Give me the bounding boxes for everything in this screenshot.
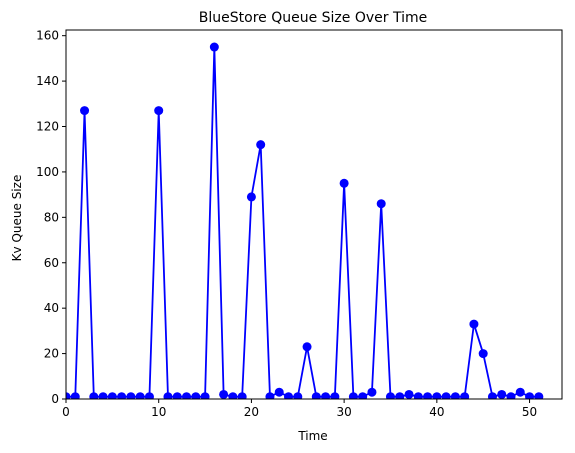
data-point	[487, 392, 497, 399]
data-point	[117, 392, 127, 399]
data-point	[237, 392, 247, 399]
data-point	[163, 392, 173, 399]
data-point	[367, 387, 377, 397]
x-tick-label: 40	[429, 405, 444, 419]
plot-frame	[65, 29, 563, 400]
data-point	[385, 392, 395, 399]
data-point	[330, 392, 340, 399]
data-point	[497, 389, 507, 399]
data-point	[200, 392, 210, 399]
data-point	[154, 106, 164, 116]
data-point	[311, 392, 321, 399]
data-point	[302, 342, 312, 352]
data-point	[506, 392, 516, 399]
data-point	[89, 392, 99, 399]
data-point	[441, 392, 451, 399]
data-point	[293, 392, 303, 399]
x-tick-label: 10	[151, 405, 166, 419]
data-point	[515, 387, 525, 397]
series-line	[66, 46, 539, 398]
y-tick-label: 40	[44, 301, 59, 315]
plot-area	[66, 42, 544, 399]
data-point	[460, 392, 470, 399]
y-axis: 0 20 40 60 80 100 120 140 160	[36, 29, 66, 406]
data-point	[246, 192, 256, 202]
y-tick-label: 140	[36, 74, 59, 88]
data-point	[219, 389, 229, 399]
data-point	[469, 319, 479, 329]
data-point	[126, 392, 136, 399]
data-point	[432, 392, 442, 399]
data-point	[265, 392, 275, 399]
x-tick-label: 50	[522, 405, 537, 419]
data-point	[358, 392, 368, 399]
data-point	[395, 392, 405, 399]
x-axis-label: Time	[297, 429, 327, 443]
data-point	[182, 392, 192, 399]
x-tick-label: 0	[62, 405, 70, 419]
data-point	[284, 392, 294, 399]
x-axis: 0 10 20 30 40 50	[62, 399, 537, 419]
data-point	[107, 392, 117, 399]
data-point	[70, 392, 80, 399]
data-point	[534, 392, 544, 399]
data-point	[80, 106, 90, 116]
chart-title: BlueStore Queue Size Over Time	[199, 10, 427, 26]
data-point	[321, 392, 331, 399]
x-tick-label: 20	[244, 405, 259, 419]
data-point	[209, 42, 219, 52]
y-tick-label: 100	[36, 165, 59, 179]
data-point	[413, 392, 423, 399]
data-point	[423, 392, 433, 399]
data-point	[525, 392, 535, 399]
data-point	[348, 392, 358, 399]
data-point	[450, 392, 460, 399]
data-point	[66, 392, 71, 399]
y-tick-label: 160	[36, 29, 59, 43]
data-point	[228, 392, 238, 399]
data-point	[274, 387, 284, 397]
data-point	[478, 349, 488, 359]
x-tick-label: 30	[336, 405, 351, 419]
data-point	[135, 392, 145, 399]
y-tick-label: 0	[51, 392, 59, 406]
data-point	[172, 392, 182, 399]
y-tick-label: 20	[44, 347, 59, 361]
data-point	[144, 392, 154, 399]
data-point	[98, 392, 108, 399]
data-point	[256, 140, 266, 150]
data-point	[339, 178, 349, 188]
y-tick-label: 80	[44, 210, 59, 224]
data-point	[191, 392, 201, 399]
y-tick-label: 120	[36, 120, 59, 134]
y-axis-label: Kv Queue Size	[10, 175, 24, 262]
y-tick-label: 60	[44, 256, 59, 270]
data-point	[404, 389, 414, 399]
data-point	[376, 199, 386, 209]
